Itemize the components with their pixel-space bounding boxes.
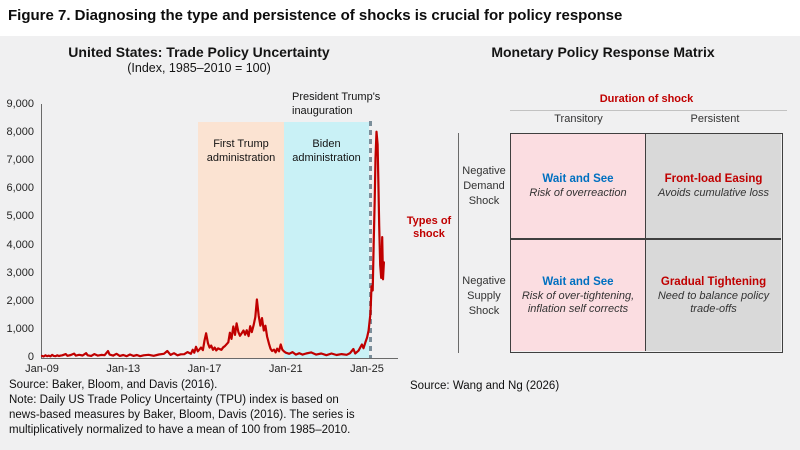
- y-tick-label: 8,000: [6, 126, 34, 139]
- matrix-grid: Wait and See Risk of overreaction Front-…: [510, 133, 783, 353]
- cell-action: Wait and See: [542, 172, 614, 185]
- chart-title: United States: Trade Policy Uncertainty: [68, 44, 330, 60]
- types-axis-line: [458, 133, 459, 353]
- row-header-negative-supply-shock: Negative Supply Shock: [462, 275, 506, 317]
- y-tick-label: 1,000: [6, 322, 34, 335]
- right-source: Source: Wang and Ng (2026): [410, 380, 560, 392]
- cell-detail: Avoids cumulative loss: [657, 186, 770, 199]
- matrix-cell-supply-transitory: Wait and See Risk of over-tightening, in…: [511, 240, 646, 351]
- cell-detail: Need to balance policy trade-offs: [657, 289, 770, 315]
- duration-axis-label: Duration of shock: [599, 93, 694, 105]
- note-line: Note: Daily US Trade Policy Uncertainty …: [9, 394, 339, 406]
- matrix-title: Monetary Policy Response Matrix: [491, 44, 715, 60]
- y-tick-label: 6,000: [6, 182, 34, 195]
- x-tick-label: Jan-17: [187, 363, 222, 375]
- region-label-first-trump: First Trump administration: [206, 138, 276, 164]
- chart-subtitle: (Index, 1985–2010 = 100): [127, 61, 271, 75]
- inauguration-annotation: President Trump's inauguration: [292, 91, 381, 117]
- y-tick-label: 3,000: [6, 266, 34, 279]
- column-header-transitory: Transitory: [554, 113, 603, 125]
- region-label-biden: Biden administration: [292, 138, 361, 164]
- y-axis-line: [41, 104, 43, 358]
- x-axis-line: [41, 358, 398, 360]
- column-header-persistent: Persistent: [690, 113, 740, 125]
- note-line: news-based measures by Baker, Bloom, Dav…: [9, 409, 355, 421]
- x-tick-label: Jan-09: [25, 363, 59, 375]
- y-tick-label: 5,000: [6, 210, 34, 223]
- y-tick-label: 4,000: [6, 238, 34, 251]
- duration-axis-line: [510, 110, 787, 111]
- matrix-cell-supply-persistent: Gradual Tightening Need to balance polic…: [646, 240, 781, 351]
- left-source-and-note: Source: Baker, Bloom, and Davis (2016). …: [9, 378, 355, 438]
- inauguration-dashed-line: [368, 121, 372, 358]
- cell-detail: Risk of overreaction: [529, 186, 627, 199]
- cell-action: Front-load Easing: [664, 172, 763, 185]
- y-tick-label: 7,000: [6, 154, 34, 167]
- row-header-negative-demand-shock: Negative Demand Shock: [462, 165, 506, 207]
- matrix-cell-demand-persistent: Front-load Easing Avoids cumulative loss: [646, 134, 781, 240]
- cell-detail: Risk of over-tightening, inflation self …: [521, 289, 635, 315]
- matrix-cell-demand-transitory: Wait and See Risk of overreaction: [511, 134, 646, 240]
- figure-title: Figure 7. Diagnosing the type and persis…: [8, 7, 623, 24]
- y-tick-label: 2,000: [6, 294, 34, 307]
- note-line: multiplicatively normalized to have a me…: [9, 424, 351, 436]
- cell-action: Gradual Tightening: [660, 275, 767, 288]
- x-tick-label: Jan-13: [106, 363, 141, 375]
- y-tick-label: 9,000: [6, 98, 34, 110]
- types-of-shock-label: Types of shock: [406, 215, 452, 240]
- y-tick-label: 0: [27, 351, 34, 363]
- cell-action: Wait and See: [542, 275, 614, 288]
- source-line: Source: Baker, Bloom, and Davis (2016).: [9, 379, 218, 391]
- x-tick-label: Jan-25: [350, 363, 384, 375]
- x-tick-label: Jan-21: [268, 363, 303, 375]
